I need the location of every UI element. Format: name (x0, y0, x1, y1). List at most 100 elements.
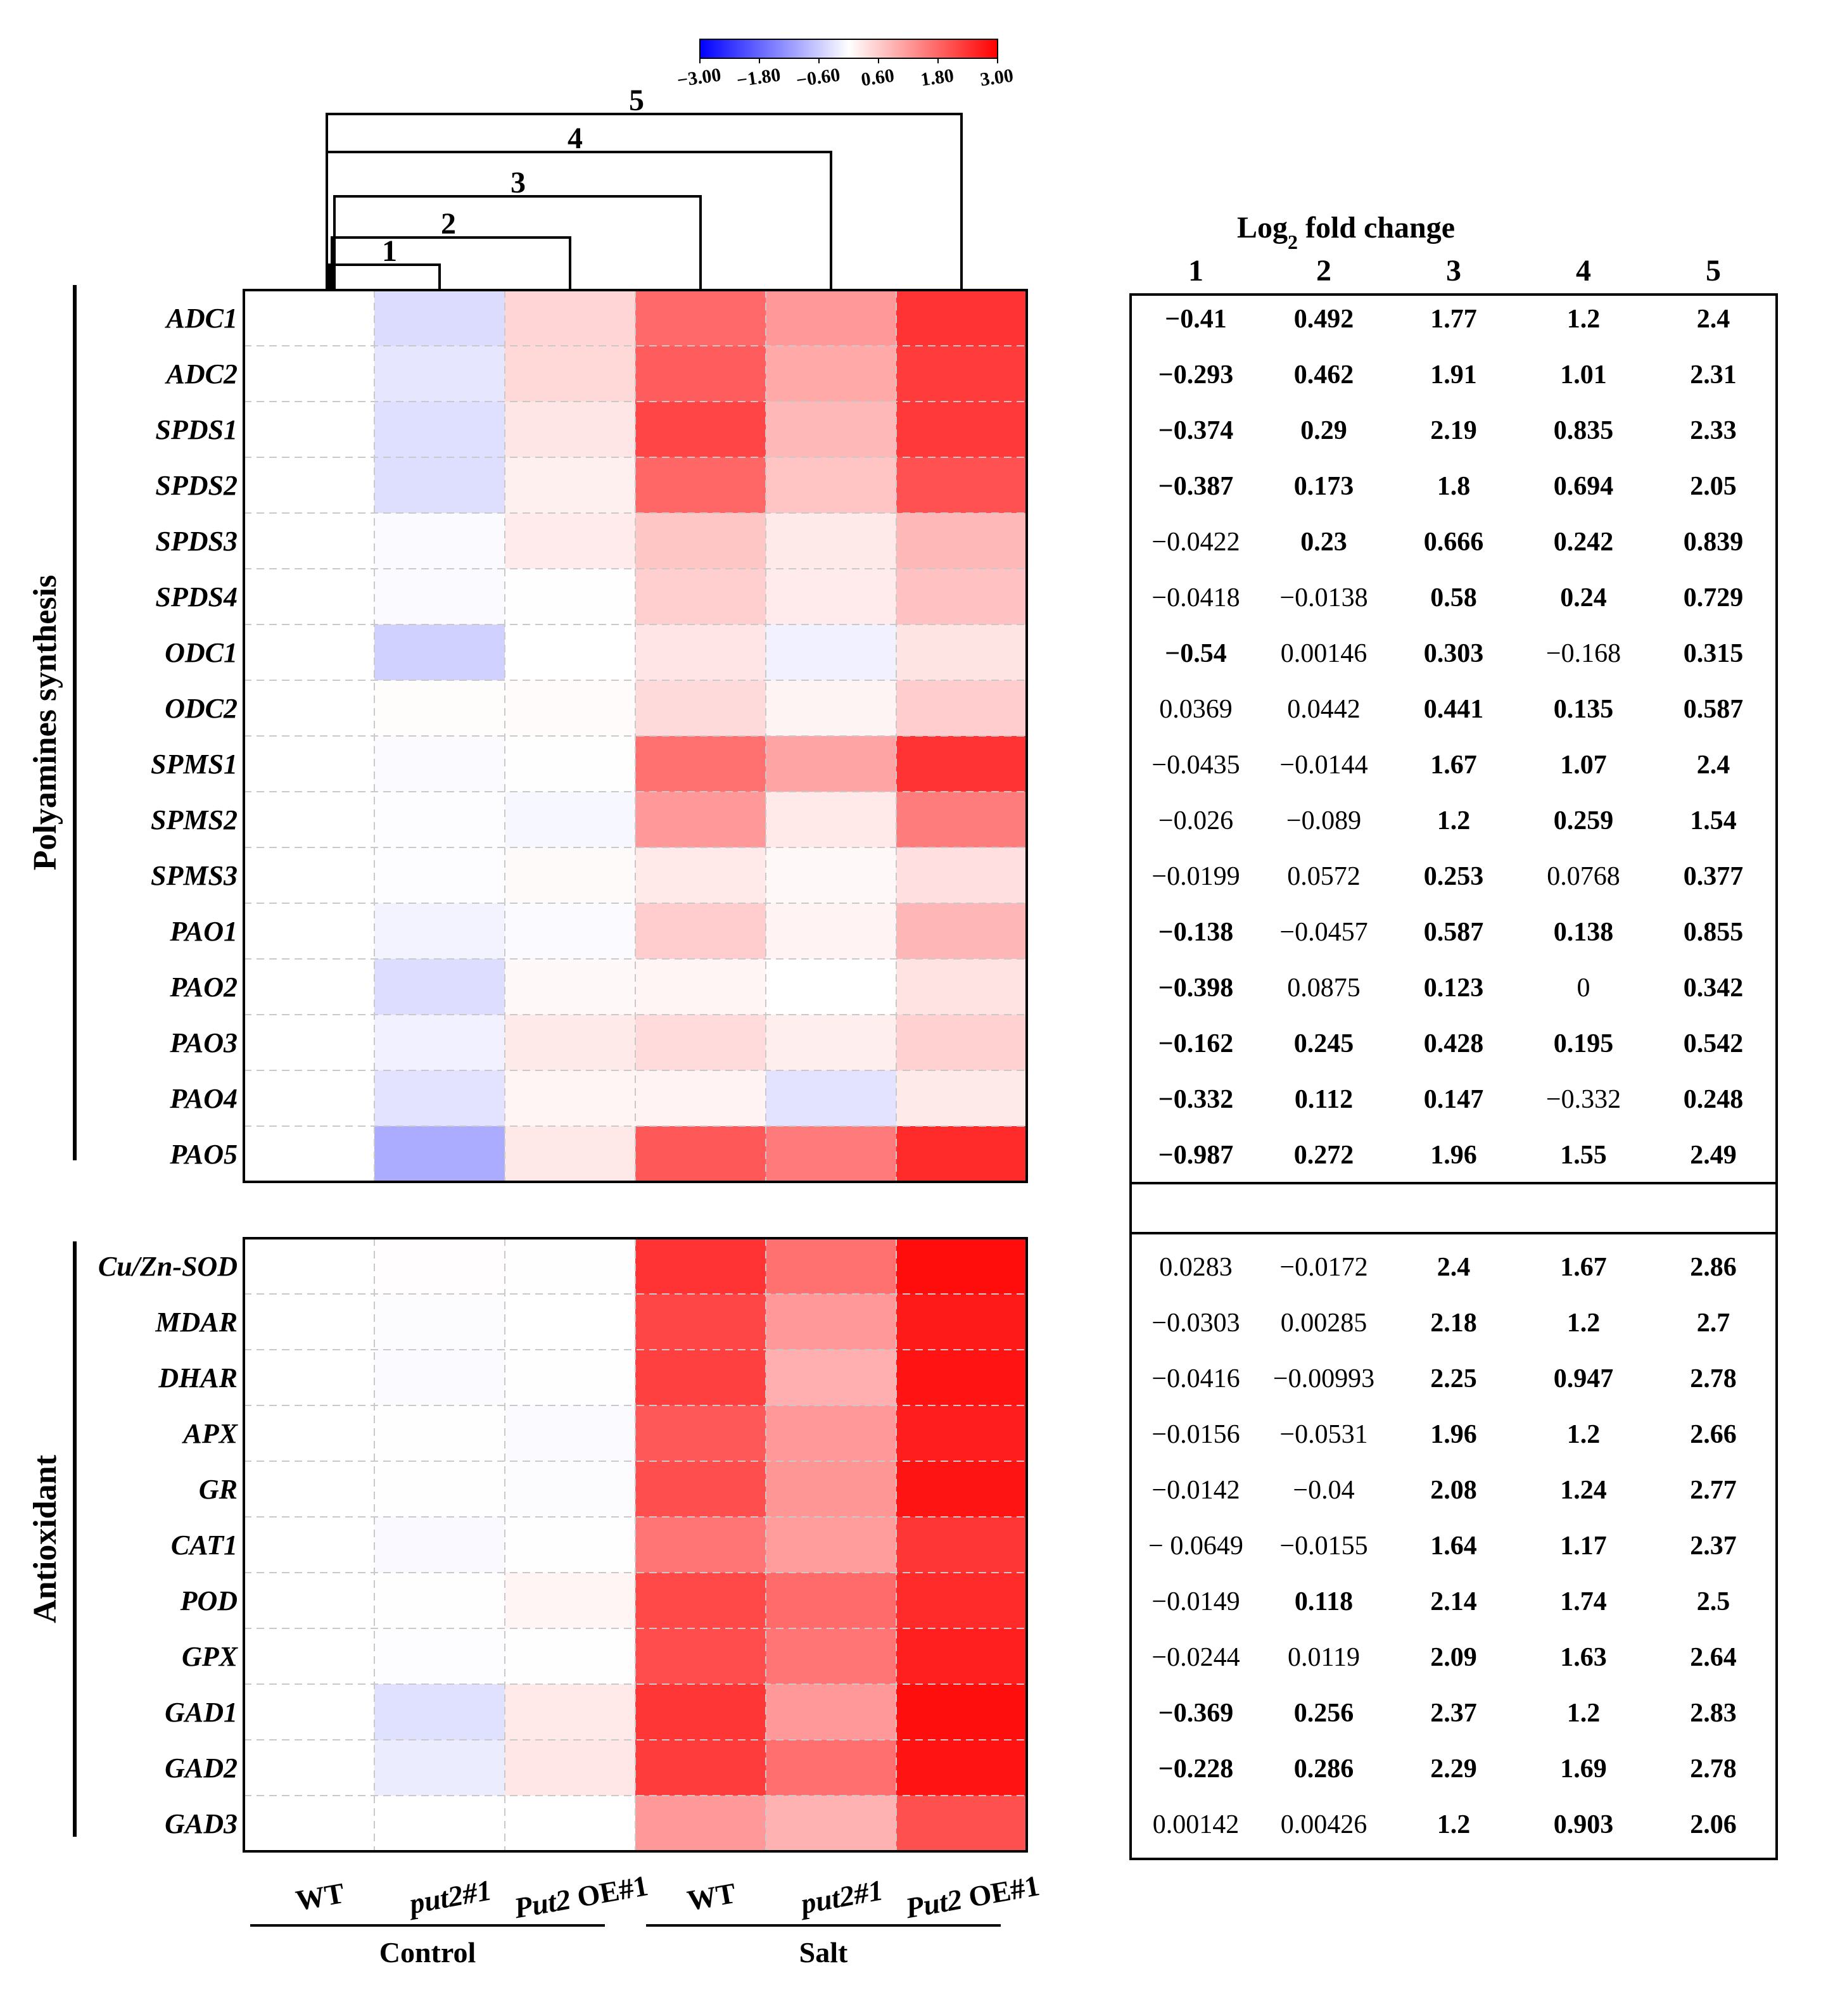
fold-change-value: 0.315 (1684, 639, 1744, 668)
heatmap-cell (766, 1796, 896, 1851)
fold-change-value: 1.01 (1560, 360, 1607, 390)
heatmap-cell (896, 736, 1027, 792)
heatmap-cell (244, 1628, 374, 1684)
heatmap-cell (505, 402, 635, 457)
heatmap-cell (374, 680, 505, 736)
group-label: Polyamines synthesis (27, 575, 63, 871)
fold-change-value: 0.259 (1554, 806, 1614, 835)
heatmap-cell (896, 1294, 1027, 1350)
colorbar-tick-label: −1.80 (735, 64, 782, 91)
fold-change-value: 1.64 (1430, 1531, 1477, 1561)
fold-change-value: 2.25 (1430, 1364, 1477, 1393)
fold-change-value: −0.0155 (1279, 1531, 1367, 1561)
heatmap-frame (243, 289, 1028, 1183)
heatmap-cell (635, 1740, 766, 1796)
heatmap-cell (374, 1628, 505, 1684)
heatmap-cell (635, 903, 766, 959)
column-label-italic: Put2 (903, 1883, 965, 1925)
heatmap-cell (635, 1070, 766, 1126)
fold-change-value: −0.228 (1158, 1754, 1233, 1784)
comparison-bracket-3 (333, 195, 702, 290)
fold-change-value: −0.369 (1158, 1699, 1233, 1728)
fold-change-value: −0.00993 (1273, 1364, 1374, 1393)
heatmap-cell (374, 847, 505, 903)
fold-change-value: 0.58 (1430, 583, 1477, 612)
fold-change-value: 0.147 (1424, 1085, 1484, 1114)
fold-change-value: 0.855 (1684, 918, 1744, 947)
heatmap-cell (505, 1796, 635, 1851)
fold-change-value: 0.00146 (1281, 639, 1367, 668)
heatmap-cell (896, 792, 1027, 847)
heatmap-cell (896, 680, 1027, 736)
heatmap-cell (505, 1126, 635, 1182)
fold-change-value: 2.08 (1430, 1476, 1477, 1505)
gene-label: PAO2 (169, 972, 238, 1003)
fold-change-value: 2.66 (1690, 1420, 1737, 1449)
fold-change-value: 2.37 (1690, 1531, 1737, 1561)
heatmap-cell (505, 1350, 635, 1405)
heatmap-cell (374, 1294, 505, 1350)
heatmap-cell (635, 792, 766, 847)
heatmap-cell (505, 903, 635, 959)
heatmap-cell (896, 1684, 1027, 1740)
fold-change-value: 0.29 (1300, 416, 1347, 445)
heatmap-cell (635, 1684, 766, 1740)
heatmap-cell (896, 402, 1027, 457)
comparison-label-3: 3 (511, 166, 526, 200)
heatmap-cell (766, 959, 896, 1015)
fold-change-value: −0.0457 (1279, 918, 1367, 947)
fold-change-value: 0.947 (1554, 1364, 1614, 1393)
fold-change-value: 2.4 (1437, 1253, 1471, 1282)
heatmap-cell (505, 569, 635, 624)
fold-change-value: 0.542 (1684, 1029, 1744, 1058)
fold-change-value: 0.729 (1684, 583, 1744, 612)
table-column-header: 5 (1706, 254, 1721, 288)
fold-change-value: 1.2 (1567, 1309, 1601, 1338)
heatmap-cell (896, 1350, 1027, 1405)
heatmap-cell (766, 1628, 896, 1684)
column-label-italic: Put2 (511, 1883, 573, 1925)
heatmap-cell (505, 959, 635, 1015)
heatmap-cell (896, 1628, 1027, 1684)
heatmap-cell (766, 847, 896, 903)
heatmap-cell (896, 346, 1027, 402)
fold-change-value: 1.96 (1430, 1141, 1477, 1170)
gene-label: GR (199, 1474, 238, 1505)
heatmap-cell (505, 1405, 635, 1461)
gene-label: ADC1 (165, 303, 238, 334)
fold-change-value: 0.123 (1424, 973, 1484, 1003)
heatmap-cell (766, 736, 896, 792)
fold-change-value: 0.694 (1554, 472, 1614, 501)
heatmap-cell (635, 346, 766, 402)
heatmap-cell (244, 1684, 374, 1740)
heatmap-cell (766, 1573, 896, 1628)
heatmap-cell (374, 290, 505, 346)
fold-change-value: −0.0156 (1152, 1420, 1240, 1449)
fold-change-value: 0.00426 (1281, 1810, 1367, 1839)
fold-change-value: 1.91 (1430, 360, 1477, 390)
heatmap-cell (635, 959, 766, 1015)
fold-change-value: 2.7 (1697, 1309, 1730, 1338)
group-label: Antioxidant (27, 1454, 63, 1623)
heatmap-cell (505, 1517, 635, 1573)
fold-change-value: 0.839 (1684, 528, 1744, 557)
heatmap-cell (244, 290, 374, 346)
heatmap-cell (896, 1405, 1027, 1461)
heatmap-cell (505, 736, 635, 792)
fold-change-value: 2.4 (1697, 305, 1730, 334)
table-title-suffix: fold change (1298, 211, 1455, 244)
column-label-plain: OE#1 (959, 1869, 1042, 1915)
column-label: put2#1 (796, 1873, 885, 1920)
heatmap-cell (374, 624, 505, 680)
heatmap-cell (244, 346, 374, 402)
heatmap-cell (635, 290, 766, 346)
fold-change-value: −0.0149 (1152, 1587, 1240, 1616)
gene-label: GPX (182, 1641, 239, 1672)
fold-change-value: 0.173 (1294, 472, 1354, 501)
heatmap-cell (766, 1015, 896, 1070)
heatmap-cell (374, 1015, 505, 1070)
heatmap-cell (766, 1517, 896, 1573)
heatmap-cell (244, 1294, 374, 1350)
heatmap-cell (766, 290, 896, 346)
fold-change-value: 1.2 (1437, 806, 1471, 835)
